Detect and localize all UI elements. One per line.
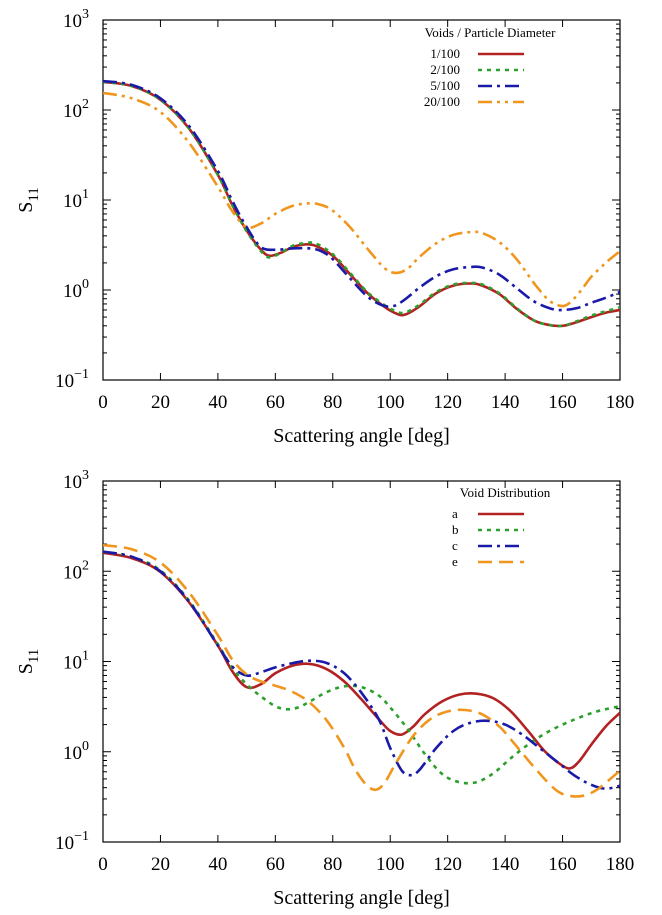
series-line-e <box>103 543 620 798</box>
x-tick-label: 20 <box>151 392 170 413</box>
legend-title: Voids / Particle Diameter <box>425 25 556 40</box>
y-tick-label-base: 10 <box>63 472 82 493</box>
y-tick-label-base: 10 <box>63 11 82 32</box>
x-tick-label: 100 <box>376 854 405 875</box>
x-tick-label: 140 <box>491 392 520 413</box>
y-tick-label: 10−1 <box>55 367 89 392</box>
y-tick-label-base: 10 <box>63 562 82 583</box>
legend-label: 20/100 <box>424 94 460 109</box>
y-tick-label-base: 10 <box>55 833 74 854</box>
y-axis-title-main: S <box>15 202 37 213</box>
y-tick-label: 103 <box>63 468 89 493</box>
series-line-b <box>103 550 620 785</box>
x-tick-label: 180 <box>606 854 635 875</box>
y-tick-label: 100 <box>63 739 89 764</box>
y-tick-label-base: 10 <box>63 281 82 302</box>
legend-label: e <box>452 554 458 569</box>
x-axis-title: Scattering angle [deg] <box>273 425 450 447</box>
y-tick-label-base: 10 <box>63 653 82 674</box>
plot-frame <box>102 19 621 381</box>
legend-label: 5/100 <box>430 78 460 93</box>
y-axis-title-main: S <box>15 663 37 674</box>
legend-label: 1/100 <box>430 46 460 61</box>
y-tick-label-base: 10 <box>63 191 82 212</box>
y-tick-label-exponent: 3 <box>82 468 89 483</box>
y-tick-label-exponent: −1 <box>74 829 89 844</box>
x-tick-label: 0 <box>98 392 108 413</box>
x-tick-label: 180 <box>606 392 635 413</box>
y-tick-label: 101 <box>63 649 89 674</box>
y-tick-label: 102 <box>63 97 89 122</box>
y-tick-label-exponent: 0 <box>82 277 89 292</box>
x-tick-label: 160 <box>548 854 577 875</box>
y-tick-label: 102 <box>63 558 89 583</box>
chart-panel-2: 0 20 40 60 80 100 120 140 160 18010−1100101102103… <box>15 468 634 909</box>
x-tick-label: 80 <box>323 392 342 413</box>
legend-title: Void Distribution <box>460 485 551 500</box>
x-tick-label: 160 <box>548 392 577 413</box>
y-tick-label: 101 <box>63 187 89 212</box>
y-axis-title: S11 <box>15 187 42 213</box>
y-tick-label-base: 10 <box>63 101 82 122</box>
y-tick-label-exponent: 2 <box>82 558 89 573</box>
legend-label: 2/100 <box>430 62 460 77</box>
x-tick-label: 40 <box>208 392 227 413</box>
x-tick-label: 80 <box>323 854 342 875</box>
y-tick-label: 103 <box>63 7 89 32</box>
y-axis-title-subscript: 11 <box>26 187 42 201</box>
x-tick-label: 100 <box>376 392 405 413</box>
y-tick-label-exponent: 1 <box>82 649 89 664</box>
y-tick-label: 10−1 <box>55 829 89 854</box>
y-tick-label-exponent: 0 <box>82 739 89 754</box>
x-tick-label: 40 <box>208 854 227 875</box>
y-axis-title: S11 <box>15 649 42 675</box>
x-tick-label: 120 <box>433 854 462 875</box>
legend-label: b <box>452 522 459 537</box>
series-line-20-100 <box>103 91 620 308</box>
series-line-5-100 <box>103 79 620 312</box>
y-tick-label: 100 <box>63 277 89 302</box>
y-axis-title-subscript: 11 <box>26 649 42 663</box>
y-tick-label-base: 10 <box>55 371 74 392</box>
plot-frame <box>102 480 621 843</box>
x-axis-title: Scattering angle [deg] <box>273 887 450 909</box>
y-tick-label-exponent: 1 <box>82 187 89 202</box>
x-tick-label: 0 <box>98 854 108 875</box>
x-tick-label: 60 <box>266 854 285 875</box>
series-line-c <box>103 550 620 791</box>
chart-panel-1: 0 20 40 60 80 100 120 140 160 18010−1100101102103… <box>15 7 634 447</box>
legend-label: c <box>452 538 458 553</box>
x-tick-label: 120 <box>433 392 462 413</box>
x-tick-label: 20 <box>151 854 170 875</box>
x-tick-label: 140 <box>491 854 520 875</box>
legend-label: a <box>452 506 458 521</box>
series-line-a <box>103 551 620 770</box>
y-tick-label-base: 10 <box>63 743 82 764</box>
y-tick-label-exponent: −1 <box>74 367 89 382</box>
x-tick-label: 60 <box>266 392 285 413</box>
y-tick-label-exponent: 2 <box>82 97 89 112</box>
y-tick-label-exponent: 3 <box>82 7 89 22</box>
